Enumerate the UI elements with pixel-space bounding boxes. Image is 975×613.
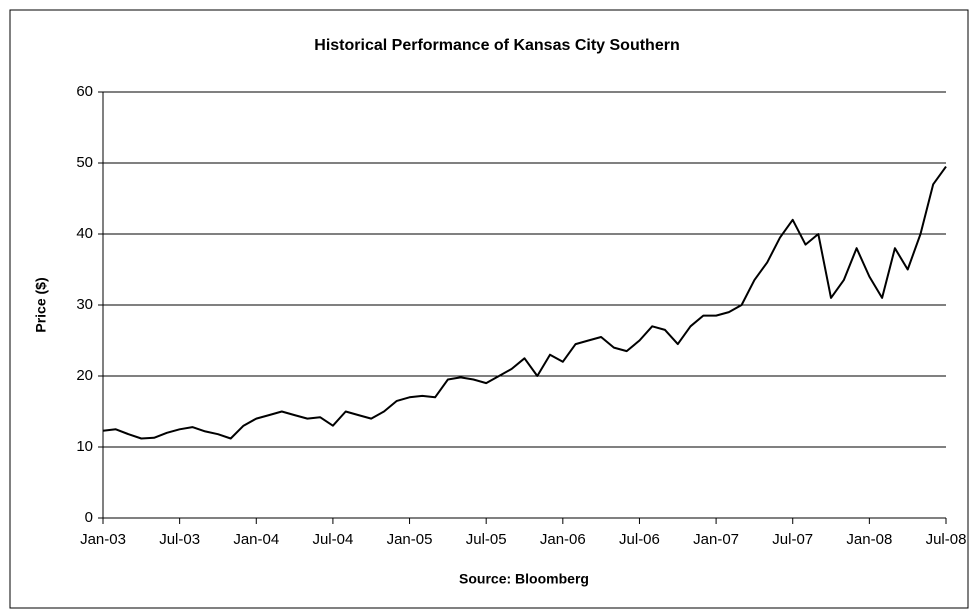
x-tick-label: Jan-06	[540, 531, 586, 548]
x-tick-label: Jan-04	[233, 531, 279, 548]
x-tick-label: Jan-08	[846, 531, 892, 548]
x-tick-label: Jan-05	[387, 531, 433, 548]
x-tick-label: Jul-06	[619, 531, 660, 548]
price-line	[102, 166, 947, 440]
y-axis-label: Price ($)	[33, 277, 49, 332]
y-tick-label: 0	[85, 509, 93, 526]
y-tick-label: 20	[76, 367, 93, 384]
x-tick-label: Jul-08	[926, 531, 967, 548]
y-tick-label: 40	[76, 225, 93, 242]
x-tick-label: Jul-07	[772, 531, 813, 548]
x-tick-label: Jul-03	[159, 531, 200, 548]
x-tick-label: Jul-04	[312, 531, 353, 548]
x-axis-label: Source: Bloomberg	[459, 571, 589, 587]
y-tick-label: 60	[76, 83, 93, 100]
y-tick-label: 30	[76, 296, 93, 313]
x-tick-label: Jul-05	[466, 531, 507, 548]
y-tick-label: 10	[76, 438, 93, 455]
y-tick-label: 50	[76, 154, 93, 171]
x-tick-label: Jan-03	[80, 531, 126, 548]
x-tick-label: Jan-07	[693, 531, 739, 548]
chart-title: Historical Performance of Kansas City So…	[314, 37, 679, 54]
chart-frame	[9, 9, 969, 609]
